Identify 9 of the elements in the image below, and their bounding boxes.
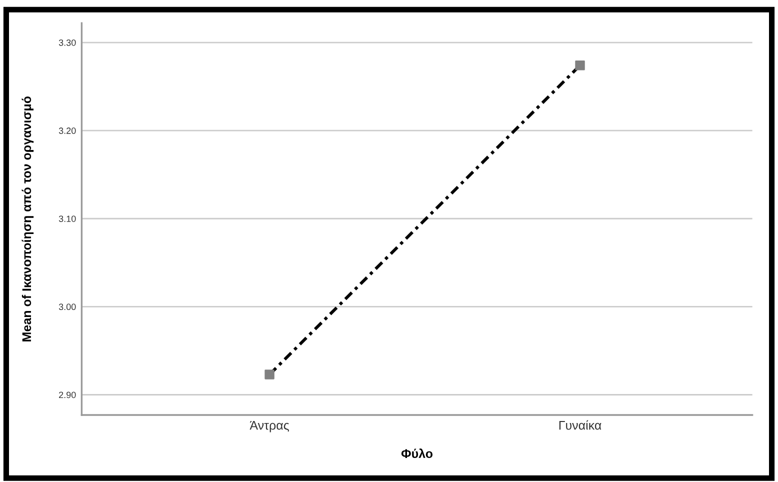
y-axis-title: Mean of Ικανοποίηση από τον οργανισμό (22, 96, 34, 342)
x-tick-label: Γυναίκα (559, 420, 602, 430)
y-tick-label: 2.90 (59, 392, 76, 398)
x-tick-label: Άντρας (250, 420, 289, 432)
x-axis-title: Φύλο (401, 448, 433, 458)
y-tick-label: 3.20 (58, 128, 76, 134)
y-tick-label: 3.00 (58, 304, 76, 310)
y-tick-label: 3.10 (58, 216, 76, 222)
y-tick-label: 3.30 (58, 39, 76, 46)
